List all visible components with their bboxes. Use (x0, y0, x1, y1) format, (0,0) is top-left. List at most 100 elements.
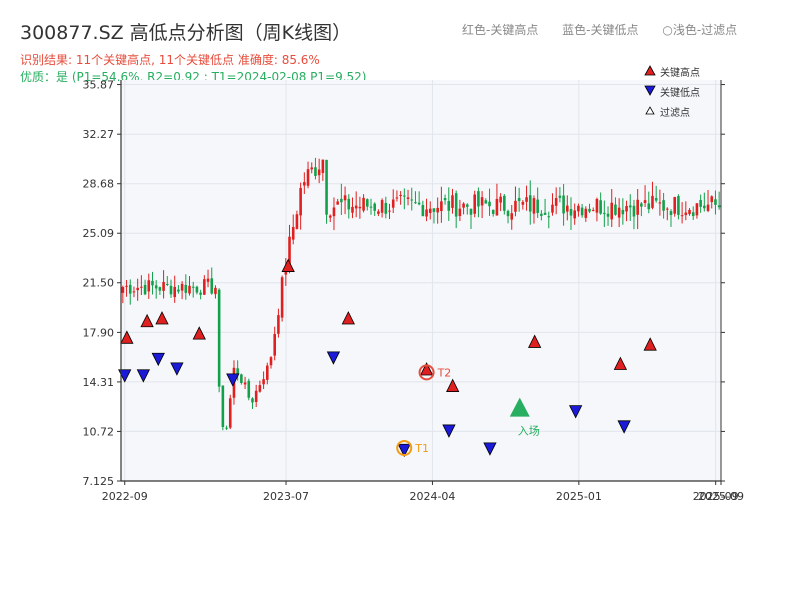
x-tick-label: 2023-07 (263, 490, 309, 503)
candle-body (706, 204, 710, 211)
key-low-marker (483, 442, 497, 456)
candle-body (651, 195, 654, 208)
candle-body (254, 390, 258, 402)
candle-body (628, 205, 632, 208)
key-high-marker (192, 326, 206, 340)
t1-circle (396, 439, 413, 456)
candle-body (428, 208, 432, 213)
candle-body (447, 201, 451, 211)
candle-body (247, 380, 251, 398)
candle-body (206, 278, 210, 282)
candle-body (291, 227, 295, 240)
candle-body (636, 199, 639, 215)
entry-marker (509, 397, 530, 417)
t2-circle (418, 364, 435, 381)
y-tick-label: 35.87 (83, 79, 115, 92)
candle-body (166, 283, 169, 285)
candle-body (325, 159, 328, 215)
y-tick-label: 17.90 (83, 326, 115, 339)
y-tick-label: 25.09 (83, 227, 115, 240)
candle-body (351, 206, 354, 213)
key-high-marker (281, 258, 295, 272)
legend-filtered-symbol (645, 106, 655, 115)
candle-body (458, 208, 462, 217)
key-low-marker (226, 373, 240, 387)
candle-body (403, 195, 406, 197)
candle-body (532, 198, 536, 214)
legend-low-label: 关键低点 (660, 86, 700, 99)
candle-body (577, 205, 580, 212)
candle-body (469, 208, 473, 215)
candle-body (484, 200, 488, 204)
candle-body (547, 216, 551, 218)
candle-body (154, 285, 158, 289)
candle-body (343, 195, 347, 201)
candle-body (140, 286, 143, 288)
candle-body (380, 200, 384, 213)
candle-body (528, 195, 532, 212)
candle-body (251, 398, 254, 403)
candle-body (499, 196, 502, 203)
candle-body (451, 195, 454, 208)
candle-body (321, 159, 325, 173)
candle-body (366, 199, 369, 207)
candle-body (666, 208, 669, 210)
key-high-marker (155, 311, 169, 325)
candle-body (410, 199, 414, 201)
candle-body (658, 202, 662, 204)
candle-body (643, 200, 647, 203)
t2-label: T2 (437, 366, 452, 379)
y-tick-label: 21.50 (83, 277, 115, 290)
candle-body (710, 196, 714, 203)
axes: 7.125 10.72 14.31 17.90 21.50 25.09 28.68 32.27… (83, 79, 744, 503)
candle-body (543, 212, 547, 215)
key-high-marker (528, 334, 542, 348)
candle-body (136, 287, 139, 291)
candle-body (573, 210, 576, 219)
candle-body (236, 368, 239, 375)
candle-body (506, 210, 510, 217)
candle-body (610, 202, 614, 220)
candle-body (436, 207, 439, 213)
key-low-marker (326, 351, 341, 365)
key-point-markers: T1 T2 入场 (118, 258, 657, 458)
candle-body (417, 202, 421, 205)
candle-body (369, 206, 373, 208)
candle-body (632, 205, 636, 217)
candle-body (503, 195, 506, 211)
candle-body (358, 206, 362, 209)
candle-body (495, 198, 499, 216)
candle-body (477, 191, 480, 207)
candle-body (240, 374, 243, 383)
candle-body (625, 205, 628, 212)
key-high-marker (341, 311, 355, 325)
candle-body (473, 194, 476, 214)
key-low-marker (569, 405, 583, 419)
candle-body (128, 284, 132, 294)
chart-title: 300877.SZ 高低点分析图（周K线图） (20, 22, 352, 44)
candle-body (180, 283, 184, 291)
candle-body (654, 198, 658, 201)
candle-body (225, 427, 228, 429)
candle-body (384, 202, 388, 214)
candle-body (177, 289, 180, 292)
candle-body (551, 204, 554, 213)
candle-body (214, 287, 217, 295)
candle-body (580, 207, 584, 216)
candle-body (680, 215, 684, 217)
candle-body (673, 196, 676, 214)
candle-body (621, 209, 625, 215)
candle-body (540, 213, 543, 216)
candle-body (347, 198, 351, 210)
legend-red-label: 红色-关键高点 (462, 23, 539, 37)
candle-body (562, 195, 565, 214)
candle-body (158, 287, 162, 291)
candle-body (269, 357, 273, 366)
candle-body (591, 210, 595, 212)
candle-body (717, 205, 721, 208)
key-low-marker (136, 369, 151, 383)
x-tick-label: 2025-01 (556, 490, 602, 503)
candle-body (454, 193, 458, 217)
x-tick-label: 2022-09 (102, 490, 148, 503)
